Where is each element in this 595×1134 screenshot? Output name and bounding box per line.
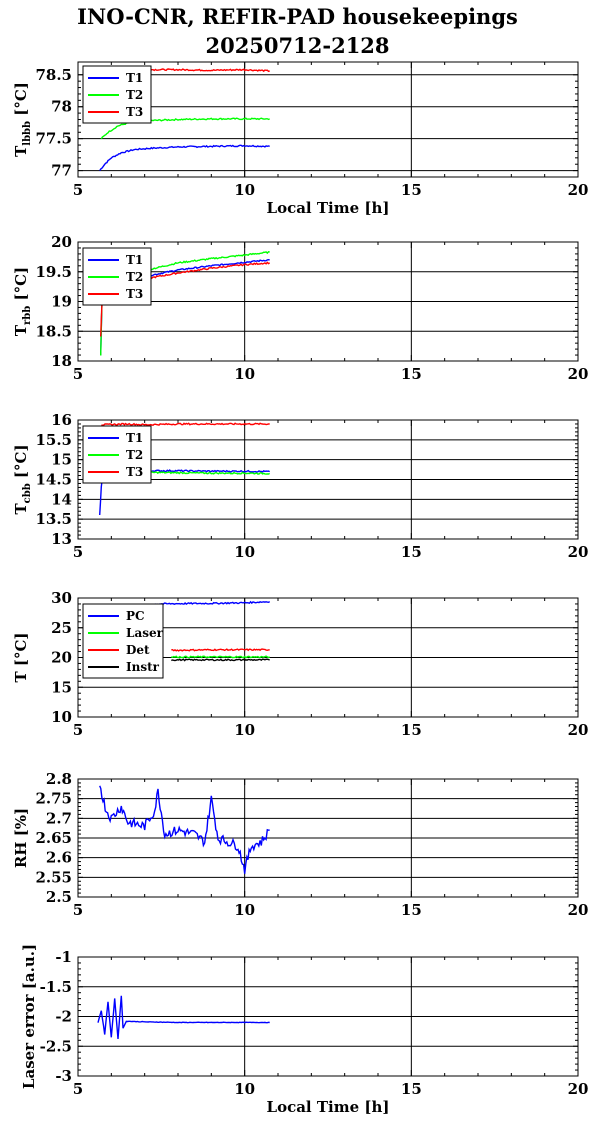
xtick-label: 5 xyxy=(73,901,83,919)
series-line-instr-4 xyxy=(171,658,270,662)
yaxis-label-6-text: Laser error [a.u.] xyxy=(20,944,38,1089)
yaxis-label-5: RH [%] xyxy=(12,808,30,868)
yaxis-label-4-text: T [°C] xyxy=(12,632,30,682)
ytick-label: -1.5 xyxy=(40,978,72,996)
series-line-data-5 xyxy=(99,785,270,874)
xtick-label: 20 xyxy=(568,1080,589,1098)
ytick-label: 13 xyxy=(51,530,72,548)
legend-label: Instr xyxy=(126,660,160,674)
xtick-label: 15 xyxy=(401,365,422,383)
xtick-label: 5 xyxy=(73,1080,83,1098)
xaxis-label: Local Time [h] xyxy=(267,1098,390,1116)
yaxis-label-3-text: Tcbb [°C] xyxy=(12,444,33,514)
ytick-label: 15 xyxy=(51,678,72,696)
ytick-label: 16 xyxy=(51,411,72,429)
yaxis-label-5-text: RH [%] xyxy=(12,808,30,868)
yaxis-label-6: Laser error [a.u.] xyxy=(20,944,38,1089)
yaxis-label-3: Tcbb [°C] xyxy=(12,444,33,514)
xtick-label: 10 xyxy=(234,901,255,919)
xtick-label: 5 xyxy=(73,181,83,199)
ytick-label: 30 xyxy=(51,589,72,607)
ytick-label: -2.5 xyxy=(40,1037,72,1055)
ytick-label: 2.6 xyxy=(46,849,72,867)
ytick-label: 2.7 xyxy=(46,809,72,827)
legend-label: T1 xyxy=(126,253,143,267)
xtick-label: 15 xyxy=(401,1080,422,1098)
yaxis-label-4: T [°C] xyxy=(12,632,30,682)
series-line-t3-3 xyxy=(101,422,270,426)
xtick-label: 10 xyxy=(234,721,255,739)
legend-label: PC xyxy=(126,609,145,623)
ytick-label: -3 xyxy=(55,1067,72,1085)
legend-label: T2 xyxy=(126,88,143,102)
ytick-label: 78.5 xyxy=(35,66,72,84)
xaxis-label: Local Time [h] xyxy=(267,199,390,217)
ytick-label: -2 xyxy=(55,1008,72,1026)
ytick-label: 2.65 xyxy=(35,829,72,847)
yaxis-label-1: Tlbbb [°C] xyxy=(12,82,33,157)
xtick-label: 10 xyxy=(234,543,255,561)
legend-label: T3 xyxy=(126,465,143,479)
ytick-label: 2.75 xyxy=(35,790,72,808)
legend-label: T2 xyxy=(126,270,143,284)
ytick-label: 18.5 xyxy=(35,322,72,340)
series-line-data-6 xyxy=(97,995,270,1040)
ytick-label: 14.5 xyxy=(35,471,72,489)
series-line-pc-4 xyxy=(154,600,271,606)
legend-label: T1 xyxy=(126,71,143,85)
ytick-label: 77.5 xyxy=(35,130,72,148)
ytick-label: 20 xyxy=(51,233,72,251)
xtick-label: 10 xyxy=(234,365,255,383)
ytick-label: 20 xyxy=(51,649,72,667)
ytick-label: -1 xyxy=(55,948,72,966)
xtick-label: 20 xyxy=(568,365,589,383)
legend-label: Laser xyxy=(126,626,164,640)
xtick-label: 15 xyxy=(401,721,422,739)
ytick-label: 19 xyxy=(51,293,72,311)
ytick-label: 2.5 xyxy=(46,888,72,906)
legend-label: T2 xyxy=(126,448,143,462)
ytick-label: 77 xyxy=(51,162,72,180)
xtick-label: 20 xyxy=(568,181,589,199)
ytick-label: 2.55 xyxy=(35,868,72,886)
xtick-label: 10 xyxy=(234,181,255,199)
series-line-det-4 xyxy=(171,648,270,652)
legend-label: T3 xyxy=(126,287,143,301)
ytick-label: 15 xyxy=(51,451,72,469)
yaxis-label-1-text: Tlbbb [°C] xyxy=(12,82,33,157)
xtick-label: 5 xyxy=(73,543,83,561)
ytick-label: 19.5 xyxy=(35,263,72,281)
legend-label: T1 xyxy=(126,431,143,445)
series-line-t1-1 xyxy=(99,144,270,172)
series-line-laser-4 xyxy=(170,655,271,659)
xtick-label: 15 xyxy=(401,901,422,919)
ytick-label: 78 xyxy=(51,98,72,116)
legend-label: Det xyxy=(126,643,150,657)
ytick-label: 25 xyxy=(51,619,72,637)
xtick-label: 15 xyxy=(401,543,422,561)
ytick-label: 13.5 xyxy=(35,510,72,528)
ytick-label: 10 xyxy=(51,708,72,726)
ytick-label: 2.8 xyxy=(46,770,72,788)
yaxis-label-2: Trbb [°C] xyxy=(12,267,33,336)
xtick-label: 20 xyxy=(568,543,589,561)
yaxis-label-2-text: Trbb [°C] xyxy=(12,267,33,336)
legend-label: T3 xyxy=(126,105,143,119)
xtick-label: 5 xyxy=(73,365,83,383)
xtick-label: 10 xyxy=(234,1080,255,1098)
plot-frame-1 xyxy=(77,61,579,178)
chart-title-line1: INO-CNR, REFIR-PAD housekeepings xyxy=(77,4,518,29)
xtick-label: 20 xyxy=(568,721,589,739)
xtick-label: 20 xyxy=(568,901,589,919)
xtick-label: 5 xyxy=(73,721,83,739)
ytick-label: 14 xyxy=(51,490,72,508)
ytick-label: 15.5 xyxy=(35,431,72,449)
ytick-label: 18 xyxy=(51,352,72,370)
xtick-label: 15 xyxy=(401,181,422,199)
chart-title-line2: 20250712-2128 xyxy=(205,33,390,58)
